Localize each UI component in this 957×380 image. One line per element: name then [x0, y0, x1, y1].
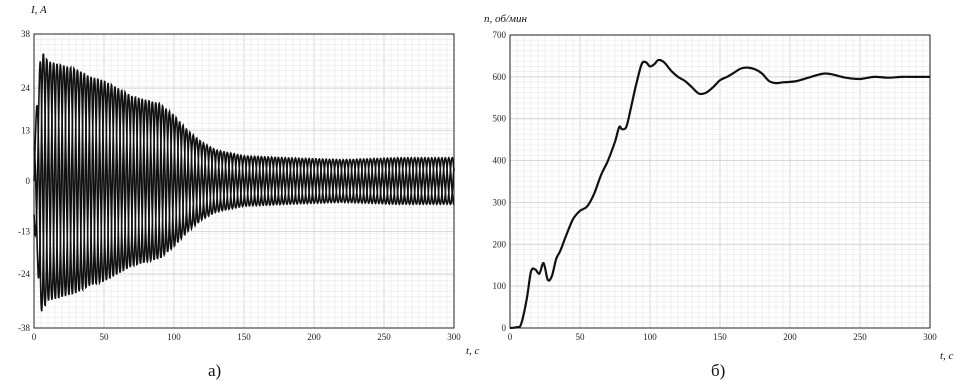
current-y-tick-label: -38 — [18, 323, 30, 333]
current-xlabel: t, c — [466, 345, 480, 357]
current-ylabel: I, A — [30, 4, 47, 16]
speed-x-tick-label: 0 — [508, 332, 513, 342]
current-x-tick-label: 50 — [100, 332, 110, 342]
current-x-tick-label: 200 — [307, 332, 321, 342]
speed-line — [509, 58, 930, 330]
speed-x-tick-label: 150 — [713, 332, 727, 342]
current-y-tick-label: -24 — [18, 269, 30, 279]
current-phase-line-3 — [33, 61, 455, 307]
current-y-tick-label: -13 — [18, 226, 30, 236]
speed-x-tick-label: 300 — [923, 332, 937, 342]
speed-x-tick-label: 250 — [853, 332, 867, 342]
speed-y-tick-label: 600 — [493, 72, 507, 82]
current-y-tick-label: 24 — [21, 83, 31, 93]
current-y-tick-label: 38 — [21, 29, 31, 39]
speed-x-tick-label: 50 — [576, 332, 586, 342]
speed-panel-label: б) — [711, 361, 725, 380]
speed-y-tick-label: 200 — [493, 239, 507, 249]
speed-ylabel: n, об/мин — [484, 13, 527, 25]
speed-xlabel: t, c — [940, 350, 954, 362]
speed-y-tick-label: 100 — [493, 281, 507, 291]
current-y-tick-label: 0 — [26, 176, 31, 186]
current-panel-label: а) — [208, 361, 221, 380]
current-x-tick-label: 300 — [447, 332, 461, 342]
speed-chart: 0 50 100 150 200 250 300 0 100 200 300 400 500 600 700 — [493, 30, 938, 342]
speed-y-tick-label: 400 — [493, 156, 507, 166]
current-x-tick-label: 100 — [167, 332, 181, 342]
speed-x-tick-label: 200 — [783, 332, 797, 342]
current-chart: 0 50 100 150 200 250 300 38 24 13 0 -13 -24 -38 — [18, 29, 461, 342]
speed-y-tick-label: 700 — [493, 30, 507, 40]
speed-x-tick-label: 100 — [643, 332, 657, 342]
current-x-tick-label: 150 — [237, 332, 251, 342]
speed-y-tick-label: 500 — [493, 114, 507, 124]
speed-plot-frame — [509, 34, 931, 329]
current-y-tick-label: 13 — [21, 126, 31, 136]
speed-y-tick-label: 0 — [502, 323, 507, 333]
current-x-tick-label: 250 — [377, 332, 391, 342]
current-x-tick-label: 0 — [32, 332, 37, 342]
speed-y-tick-label: 300 — [493, 197, 507, 207]
